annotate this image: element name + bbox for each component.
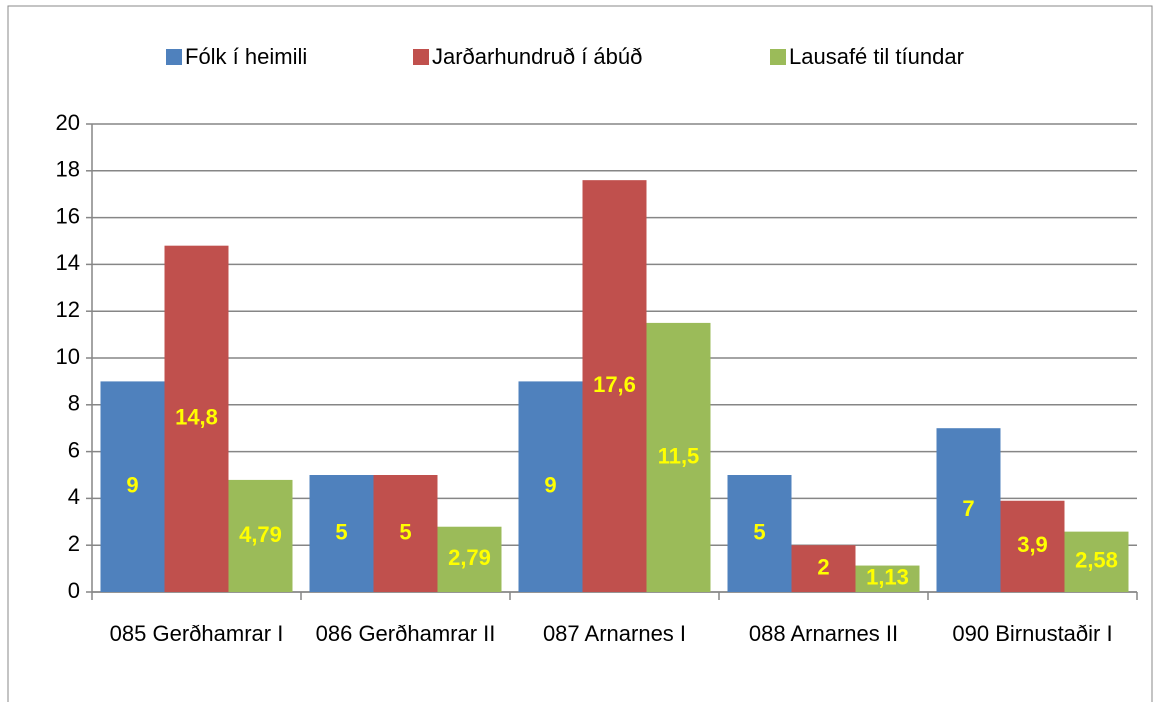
y-tick-label: 20	[56, 110, 80, 135]
x-tick-label: 090 Birnustaðir I	[952, 621, 1113, 646]
value-label: 7	[962, 496, 974, 521]
bar	[582, 180, 647, 592]
y-tick-label: 8	[68, 391, 80, 416]
legend-label: Lausafé til tíundar	[789, 44, 964, 69]
x-tick-label: 085 Gerðhamrar I	[109, 621, 284, 646]
y-tick-label: 14	[56, 250, 80, 275]
value-label: 9	[544, 473, 556, 498]
y-tick-label: 10	[56, 344, 80, 369]
bar	[791, 545, 856, 592]
bar	[855, 565, 920, 592]
y-tick-label: 0	[68, 578, 80, 603]
legend-swatch	[166, 49, 182, 65]
bar	[100, 381, 165, 592]
x-tick-label: 086 Gerðhamrar II	[315, 621, 496, 646]
value-label: 2	[817, 554, 829, 579]
value-label: 1,13	[866, 565, 909, 590]
y-tick-label: 12	[56, 297, 80, 322]
legend-label: Fólk í heimili	[185, 44, 307, 69]
y-tick-label: 18	[56, 157, 80, 182]
bar	[373, 475, 438, 592]
value-label: 14,8	[175, 405, 218, 430]
bar	[1000, 500, 1065, 592]
bar	[164, 245, 229, 592]
bar	[518, 381, 583, 592]
value-label: 5	[335, 519, 347, 544]
value-label: 4,79	[239, 522, 282, 547]
bar	[727, 475, 792, 592]
value-label: 5	[399, 519, 411, 544]
bar	[936, 428, 1001, 592]
y-tick-label: 16	[56, 203, 80, 228]
x-tick-label: 088 Arnarnes II	[748, 621, 899, 646]
x-tick-label: 087 Arnarnes I	[542, 621, 687, 646]
value-label: 9	[126, 473, 138, 498]
bar	[646, 322, 711, 592]
bar	[228, 479, 293, 592]
bar	[1064, 531, 1129, 592]
value-label: 2,58	[1075, 548, 1118, 573]
value-label: 11,5	[658, 443, 700, 468]
value-label: 5	[753, 519, 765, 544]
value-label: 2,79	[448, 545, 491, 570]
y-tick-label: 6	[68, 437, 80, 462]
y-tick-label: 4	[68, 484, 80, 509]
legend-swatch	[770, 49, 786, 65]
y-tick-label: 2	[68, 531, 80, 556]
legend-label: Jarðarhundruð í ábúð	[432, 44, 642, 69]
bar	[437, 526, 502, 592]
bar	[309, 475, 374, 592]
value-label: 17,6	[593, 372, 636, 397]
value-label: 3,9	[1017, 532, 1048, 557]
legend-swatch	[413, 49, 429, 65]
chart-frame	[7, 5, 1153, 702]
